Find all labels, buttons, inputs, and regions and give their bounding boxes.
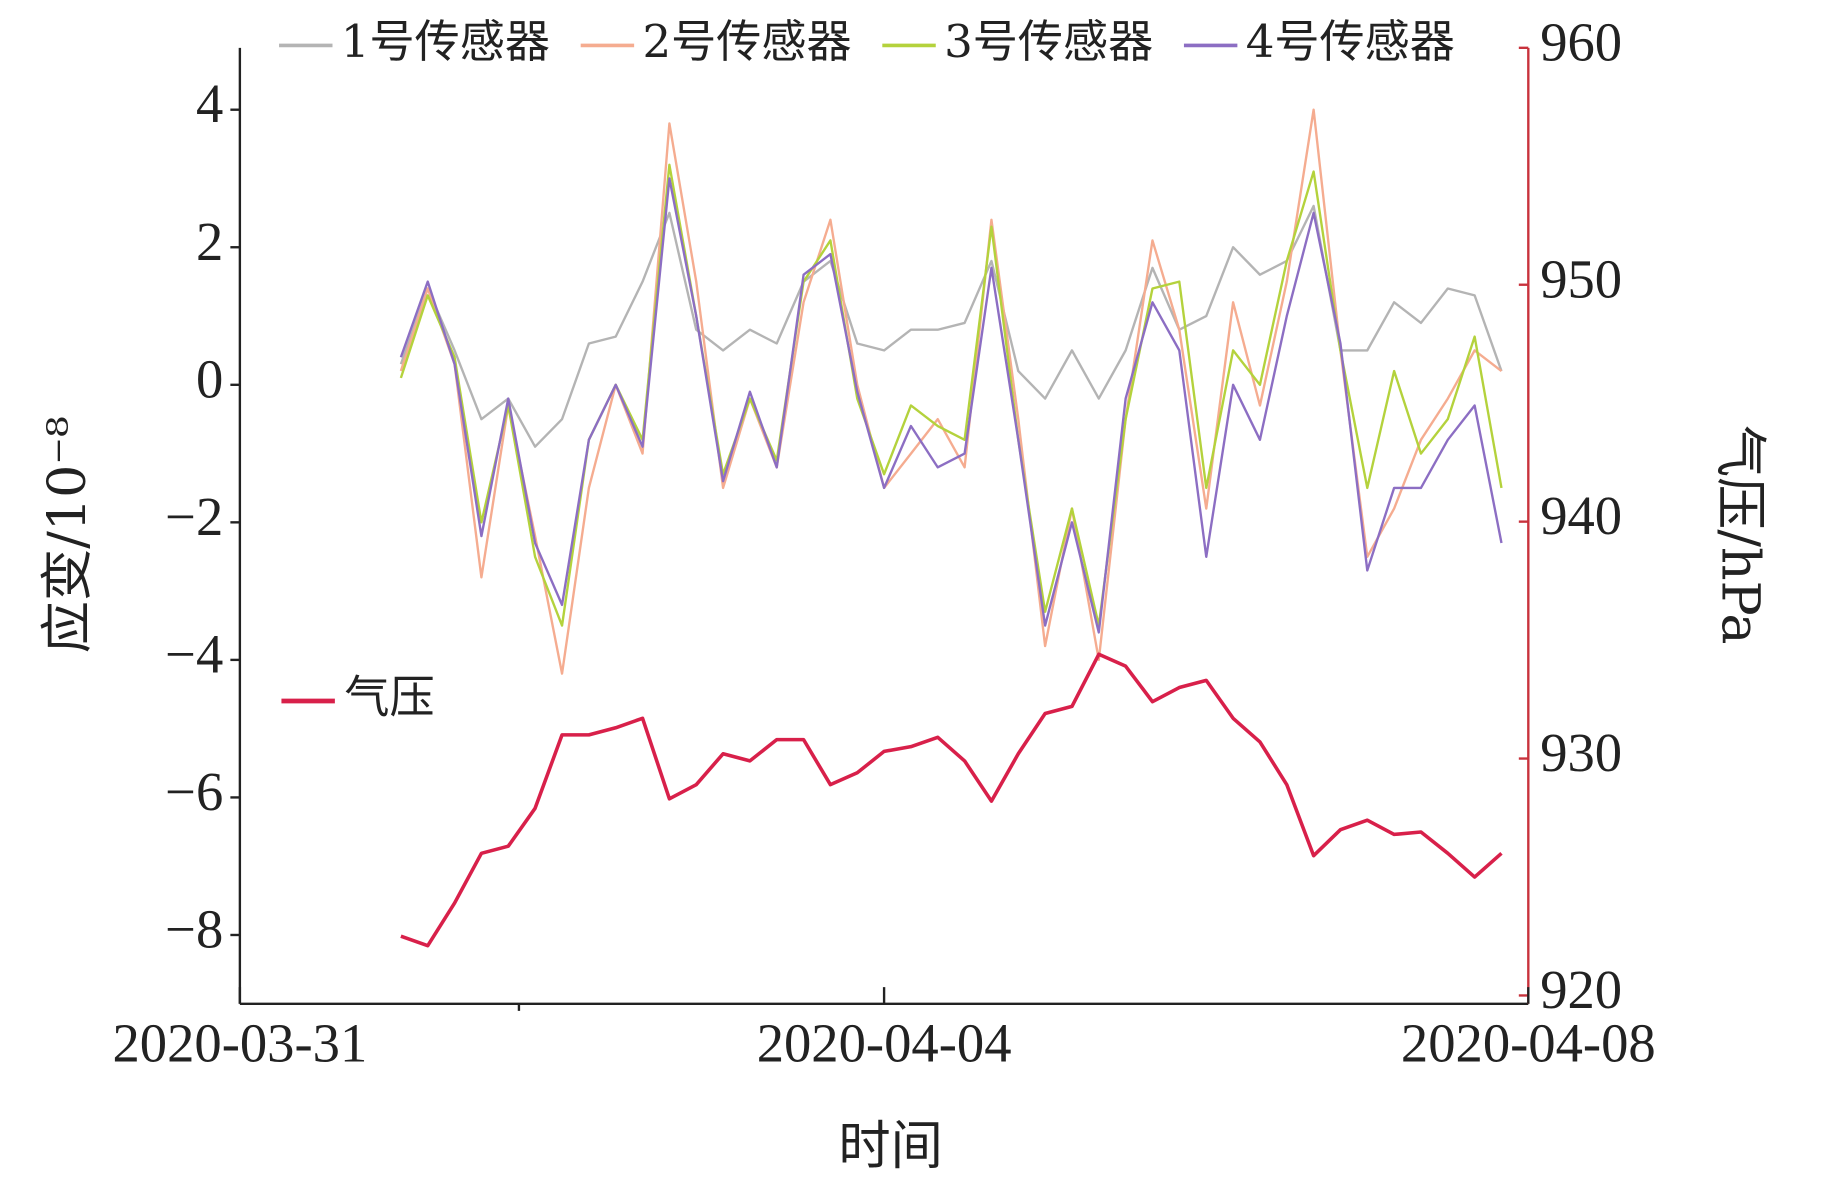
series-line: [399, 108, 1503, 675]
y2-tick-label: 930: [1540, 722, 1622, 783]
x-tick-label: 2020-03-31: [112, 1012, 367, 1073]
series-line: [399, 177, 1503, 634]
series-line: [399, 163, 1503, 627]
y-tick-label: −2: [165, 486, 223, 547]
y2-axis-title: 气压/hPa: [1710, 425, 1770, 645]
x-tick-label: 2020-04-04: [757, 1012, 1012, 1073]
legend-label: 气压: [344, 670, 434, 723]
y-tick-label: −4: [165, 623, 223, 684]
y-tick-label: 4: [196, 73, 223, 134]
x-tick-label: 2020-04-08: [1401, 1012, 1656, 1073]
y2-tick-label: 940: [1540, 485, 1622, 546]
legend-label: 3号传感器: [944, 15, 1153, 68]
y-tick-label: −6: [165, 761, 223, 822]
y2-tick-label: 920: [1540, 959, 1622, 1020]
legend-label: 1号传感器: [341, 15, 550, 68]
legend-label: 4号传感器: [1246, 15, 1455, 68]
y-tick-label: 2: [196, 211, 223, 272]
legend-label: 2号传感器: [642, 15, 851, 68]
y2-tick-label: 950: [1540, 248, 1622, 309]
series-line: [400, 652, 1503, 948]
x-axis-title: 时间: [838, 1116, 943, 1176]
y-tick-label: −8: [165, 899, 223, 960]
y-tick-label: 0: [196, 348, 223, 409]
y-axis-title: 应变/10⁻⁸: [38, 416, 98, 653]
y2-tick-label: 960: [1540, 11, 1622, 72]
